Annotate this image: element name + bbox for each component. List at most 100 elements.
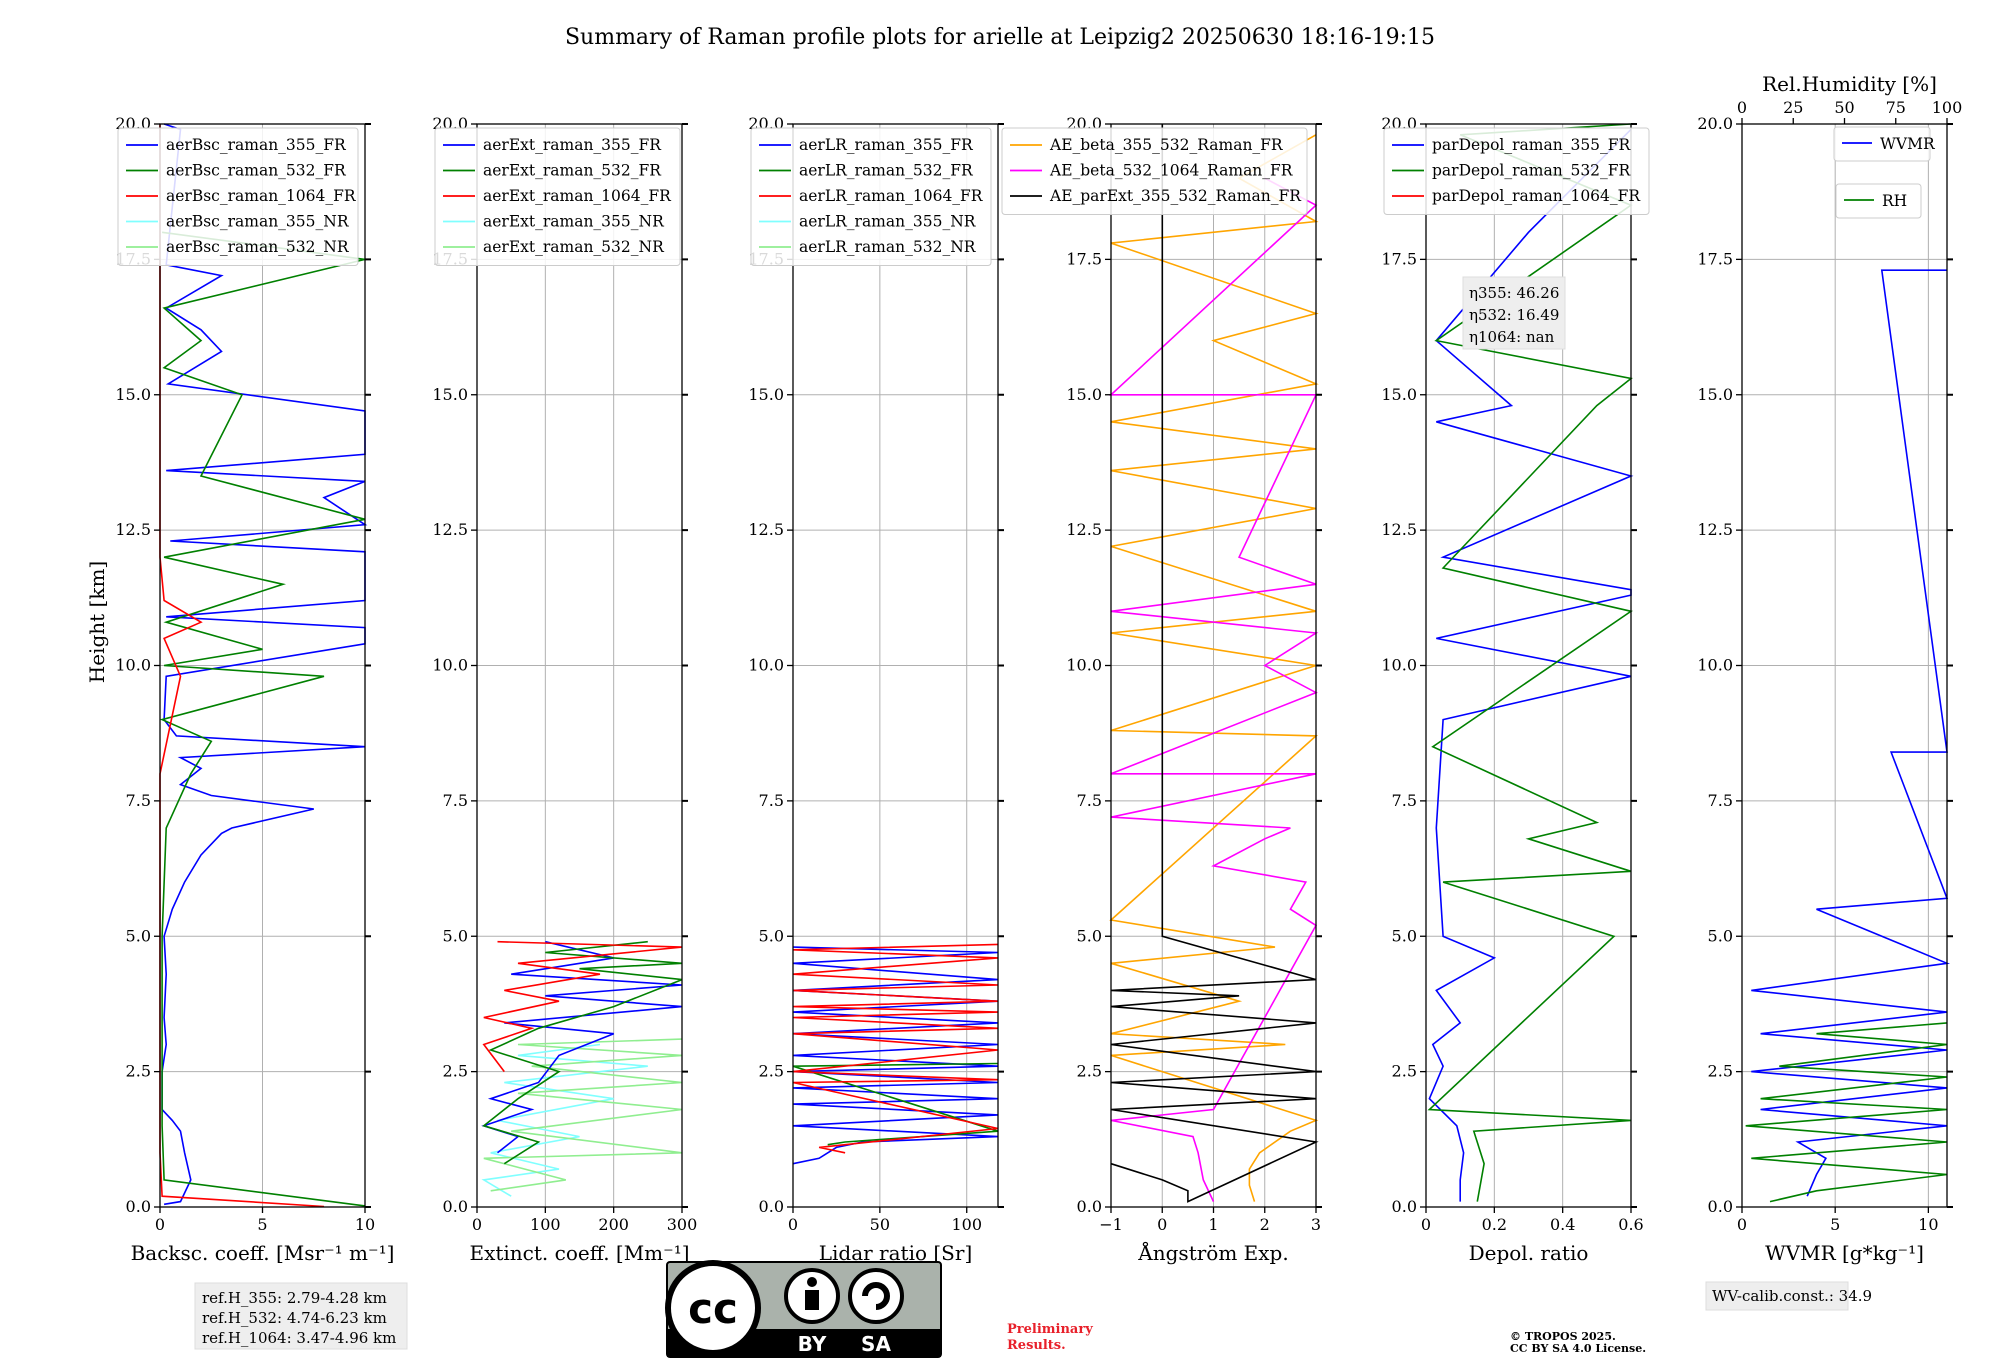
wv-xtick-label: 0 bbox=[1737, 1215, 1747, 1234]
wv-calib-box: WV-calib.const.: 34.9 bbox=[1705, 1281, 1872, 1311]
ref-heights-box: ref.H_355: 2.79-4.28 km ref.H_532: 4.74-… bbox=[194, 1282, 408, 1350]
panels: 0.02.55.07.510.012.515.017.520.00510Back… bbox=[115, 72, 1962, 1265]
depol-ytick-label: 7.5 bbox=[1392, 791, 1417, 810]
ext-legend-label: aerExt_raman_532_FR bbox=[483, 162, 662, 180]
y-axis-label: Height [km] bbox=[85, 561, 109, 683]
panel-depol: 0.02.55.07.510.012.515.017.520.00 0.2 0.4 0… bbox=[1381, 114, 1650, 1265]
wv-legend-label: WVMR bbox=[1880, 135, 1936, 153]
wv-ytick-label: 20.0 bbox=[1697, 114, 1733, 133]
wv-ytick-label: 5.0 bbox=[1708, 926, 1733, 945]
bsc-ytick-label: 2.5 bbox=[126, 1062, 151, 1081]
ae-ytick-label: 7.5 bbox=[1077, 791, 1102, 810]
ae-xlabel: Ångström Exp. bbox=[1137, 1240, 1288, 1265]
wv-calib-text: WV-calib.const.: 34.9 bbox=[1712, 1287, 1872, 1305]
ae-ytick-label: 0.0 bbox=[1077, 1197, 1102, 1216]
wv-xlabel: WVMR [g*kg⁻¹] bbox=[1765, 1241, 1924, 1265]
depol-legend-label: parDepol_raman_532_FR bbox=[1432, 162, 1632, 180]
panel-ext: 0.02.55.07.510.012.515.017.520.001002003… bbox=[432, 114, 697, 1265]
ext-xtick-label: 0 bbox=[472, 1215, 482, 1234]
lr-legend-label: aerLR_raman_532_FR bbox=[799, 162, 974, 180]
lr-legend: aerLR_raman_355_FR aerLR_raman_532_FR aerL… bbox=[750, 127, 992, 266]
wv-ytick-label: 0.0 bbox=[1708, 1197, 1733, 1216]
depol-ytick-label: 2.5 bbox=[1392, 1062, 1417, 1081]
ae-legend-label: AE_parExt_355_532_Raman_FR bbox=[1049, 187, 1302, 205]
depol-xlabel: Depol. ratio bbox=[1469, 1241, 1589, 1265]
ref-height-355: ref.H_355: 2.79-4.28 km bbox=[202, 1289, 387, 1307]
bsc-xtick-label: 10 bbox=[355, 1215, 375, 1234]
eta-value: η532: 16.49 bbox=[1469, 306, 1559, 324]
depol-xtick-label: 0.6 bbox=[1618, 1215, 1643, 1234]
ae-ytick-label: 2.5 bbox=[1077, 1062, 1102, 1081]
ext-legend-label: aerExt_raman_355_FR bbox=[483, 136, 662, 154]
depol-ytick-label: 17.5 bbox=[1381, 249, 1417, 268]
ext-xtick-label: 100 bbox=[530, 1215, 561, 1234]
panel-bsc: 0.02.55.07.510.012.515.017.520.00510Back… bbox=[115, 114, 394, 1265]
ae-series-AE_beta_355_532_Raman_FR bbox=[1109, 134, 1319, 1202]
lr-xtick-label: 100 bbox=[951, 1215, 982, 1234]
bsc-ytick-label: 7.5 bbox=[126, 791, 151, 810]
ext-series-aerExt_raman_1064_FR bbox=[482, 940, 683, 1073]
ext-ytick-label: 7.5 bbox=[443, 791, 468, 810]
lr-ytick-label: 2.5 bbox=[759, 1062, 784, 1081]
bsc-ytick-label: 10.0 bbox=[115, 656, 151, 675]
bsc-legend-label: aerBsc_raman_1064_FR bbox=[166, 187, 357, 205]
wv-legend-box bbox=[1833, 126, 1931, 162]
ext-series-aerExt_raman_355_NR bbox=[481, 1043, 648, 1197]
wv-ytick-label: 15.0 bbox=[1697, 385, 1733, 404]
wv-top-tick-label: 0 bbox=[1737, 98, 1747, 117]
bsc-legend-box bbox=[117, 127, 359, 266]
wv-ytick-label: 12.5 bbox=[1697, 520, 1733, 539]
ref-height-532: ref.H_532: 4.74-6.23 km bbox=[202, 1309, 387, 1327]
wv-top-axis-label: Rel.Humidity [%] bbox=[1762, 72, 1937, 96]
ext-legend-label: aerExt_raman_355_NR bbox=[483, 213, 665, 231]
copyright-line: © TROPOS 2025. bbox=[1510, 1330, 1616, 1343]
figure-title: Summary of Raman profile plots for ariel… bbox=[565, 25, 1435, 50]
wv-legend: WVMR RH bbox=[1833, 126, 1936, 219]
ext-ytick-label: 15.0 bbox=[432, 385, 468, 404]
bsc-ytick-label: 0.0 bbox=[126, 1197, 151, 1216]
ext-ytick-label: 0.0 bbox=[443, 1197, 468, 1216]
cc-license-logo: cc BY SA bbox=[665, 1260, 942, 1358]
sa-share-icon bbox=[848, 1268, 904, 1324]
ae-xtick-label: 0 bbox=[1157, 1215, 1167, 1234]
ae-legend-label: AE_beta_355_532_Raman_FR bbox=[1049, 136, 1284, 154]
ae-legend-label: AE_beta_532_1064_Raman_FR bbox=[1049, 162, 1294, 180]
bsc-xtick-label: 5 bbox=[257, 1215, 267, 1234]
depol-legend-label: parDepol_raman_355_FR bbox=[1432, 136, 1632, 154]
license-by: BY bbox=[798, 1332, 827, 1356]
ref-height-1064: ref.H_1064: 3.47-4.96 km bbox=[202, 1329, 396, 1347]
bsc-ytick-label: 12.5 bbox=[115, 520, 151, 539]
depol-ytick-label: 15.0 bbox=[1381, 385, 1417, 404]
ae-ytick-label: 10.0 bbox=[1066, 656, 1102, 675]
ext-xtick-label: 300 bbox=[667, 1215, 698, 1234]
ae-ytick-label: 15.0 bbox=[1066, 385, 1102, 404]
depol-xtick-label: 0.2 bbox=[1482, 1215, 1507, 1234]
eta-box: η355: 46.26 η532: 16.49 η1064: nan bbox=[1462, 276, 1566, 350]
ae-xtick-label: −1 bbox=[1099, 1215, 1123, 1234]
ext-legend-box bbox=[434, 127, 681, 266]
lr-ytick-label: 0.0 bbox=[759, 1197, 784, 1216]
bsc-xlabel: Backsc. coeff. [Msr⁻¹ m⁻¹] bbox=[131, 1241, 395, 1265]
ext-legend: aerExt_raman_355_FR aerExt_raman_532_FRae… bbox=[434, 127, 681, 266]
bsc-xtick-label: 0 bbox=[155, 1215, 165, 1234]
bsc-ytick-label: 15.0 bbox=[115, 385, 151, 404]
lr-legend-label: aerLR_raman_355_NR bbox=[799, 213, 977, 231]
wv-top-tick-label: 100 bbox=[1932, 98, 1963, 117]
bsc-legend-label: aerBsc_raman_355_FR bbox=[166, 136, 347, 154]
wv-xtick-label: 5 bbox=[1830, 1215, 1840, 1234]
lr-legend-label: aerLR_raman_355_FR bbox=[799, 136, 974, 154]
license-line: CC BY SA 4.0 License. bbox=[1510, 1342, 1646, 1355]
ae-xtick-label: 2 bbox=[1260, 1215, 1270, 1234]
lr-ytick-label: 7.5 bbox=[759, 791, 784, 810]
ae-ytick-label: 17.5 bbox=[1066, 249, 1102, 268]
bsc-legend-label: aerBsc_raman_532_FR bbox=[166, 162, 347, 180]
ae-ytick-label: 5.0 bbox=[1077, 926, 1102, 945]
depol-legend: parDepol_raman_355_FR parDepol_raman_532_… bbox=[1383, 127, 1650, 215]
depol-series-parDepol_raman_355_FR bbox=[1428, 128, 1634, 1202]
bsc-ytick-label: 5.0 bbox=[126, 926, 151, 945]
bsc-legend-label: aerBsc_raman_355_NR bbox=[166, 213, 350, 231]
wv-top-tick-label: 25 bbox=[1783, 98, 1803, 117]
wv-ytick-label: 7.5 bbox=[1708, 791, 1733, 810]
lr-legend-box bbox=[750, 127, 992, 266]
